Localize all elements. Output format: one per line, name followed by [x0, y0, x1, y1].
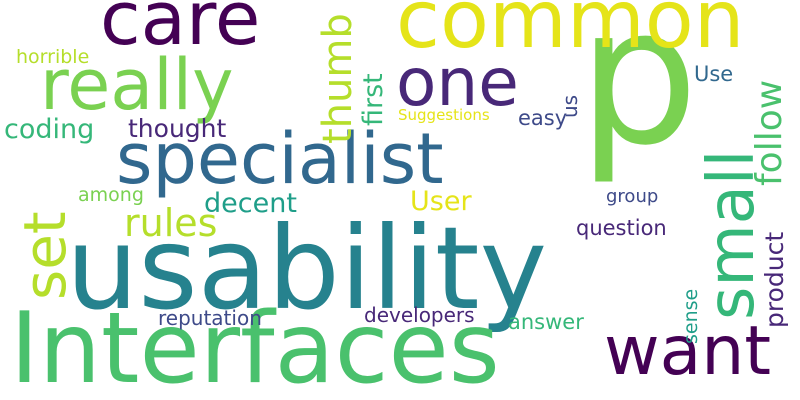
word-coding: coding — [4, 114, 95, 145]
word-really: really — [40, 44, 234, 126]
word-question: question — [576, 216, 667, 240]
word-first: first — [358, 73, 389, 126]
word-developers: developers — [364, 303, 475, 327]
word-want: want — [604, 312, 772, 391]
word-decent: decent — [204, 188, 297, 219]
word-common: common — [396, 0, 745, 66]
word-user: User — [410, 186, 472, 217]
word-easy: easy — [518, 106, 568, 130]
word-answer: answer — [508, 310, 584, 334]
word-sense: sense — [680, 288, 702, 344]
word-care: care — [100, 0, 261, 62]
word-p: p — [578, 0, 699, 187]
word-thought: thought — [128, 114, 227, 143]
word-use: Use — [694, 62, 734, 86]
word-thumb: thumb — [315, 13, 361, 144]
word-suggestions: Suggestions — [398, 106, 490, 124]
word-one: one — [396, 44, 519, 121]
word-specialist: specialist — [116, 118, 444, 200]
word-interfaces: Interfaces — [10, 292, 500, 400]
word-usability: usability — [66, 202, 548, 335]
word-rules: rules — [124, 201, 218, 245]
word-follow: follow — [749, 79, 790, 186]
word-reputation: reputation — [158, 306, 262, 330]
word-group: group — [606, 186, 659, 207]
word-among: among — [78, 184, 144, 206]
word-product: product — [760, 231, 789, 328]
word-horrible: horrible — [16, 46, 90, 68]
word-set: set — [11, 211, 79, 300]
